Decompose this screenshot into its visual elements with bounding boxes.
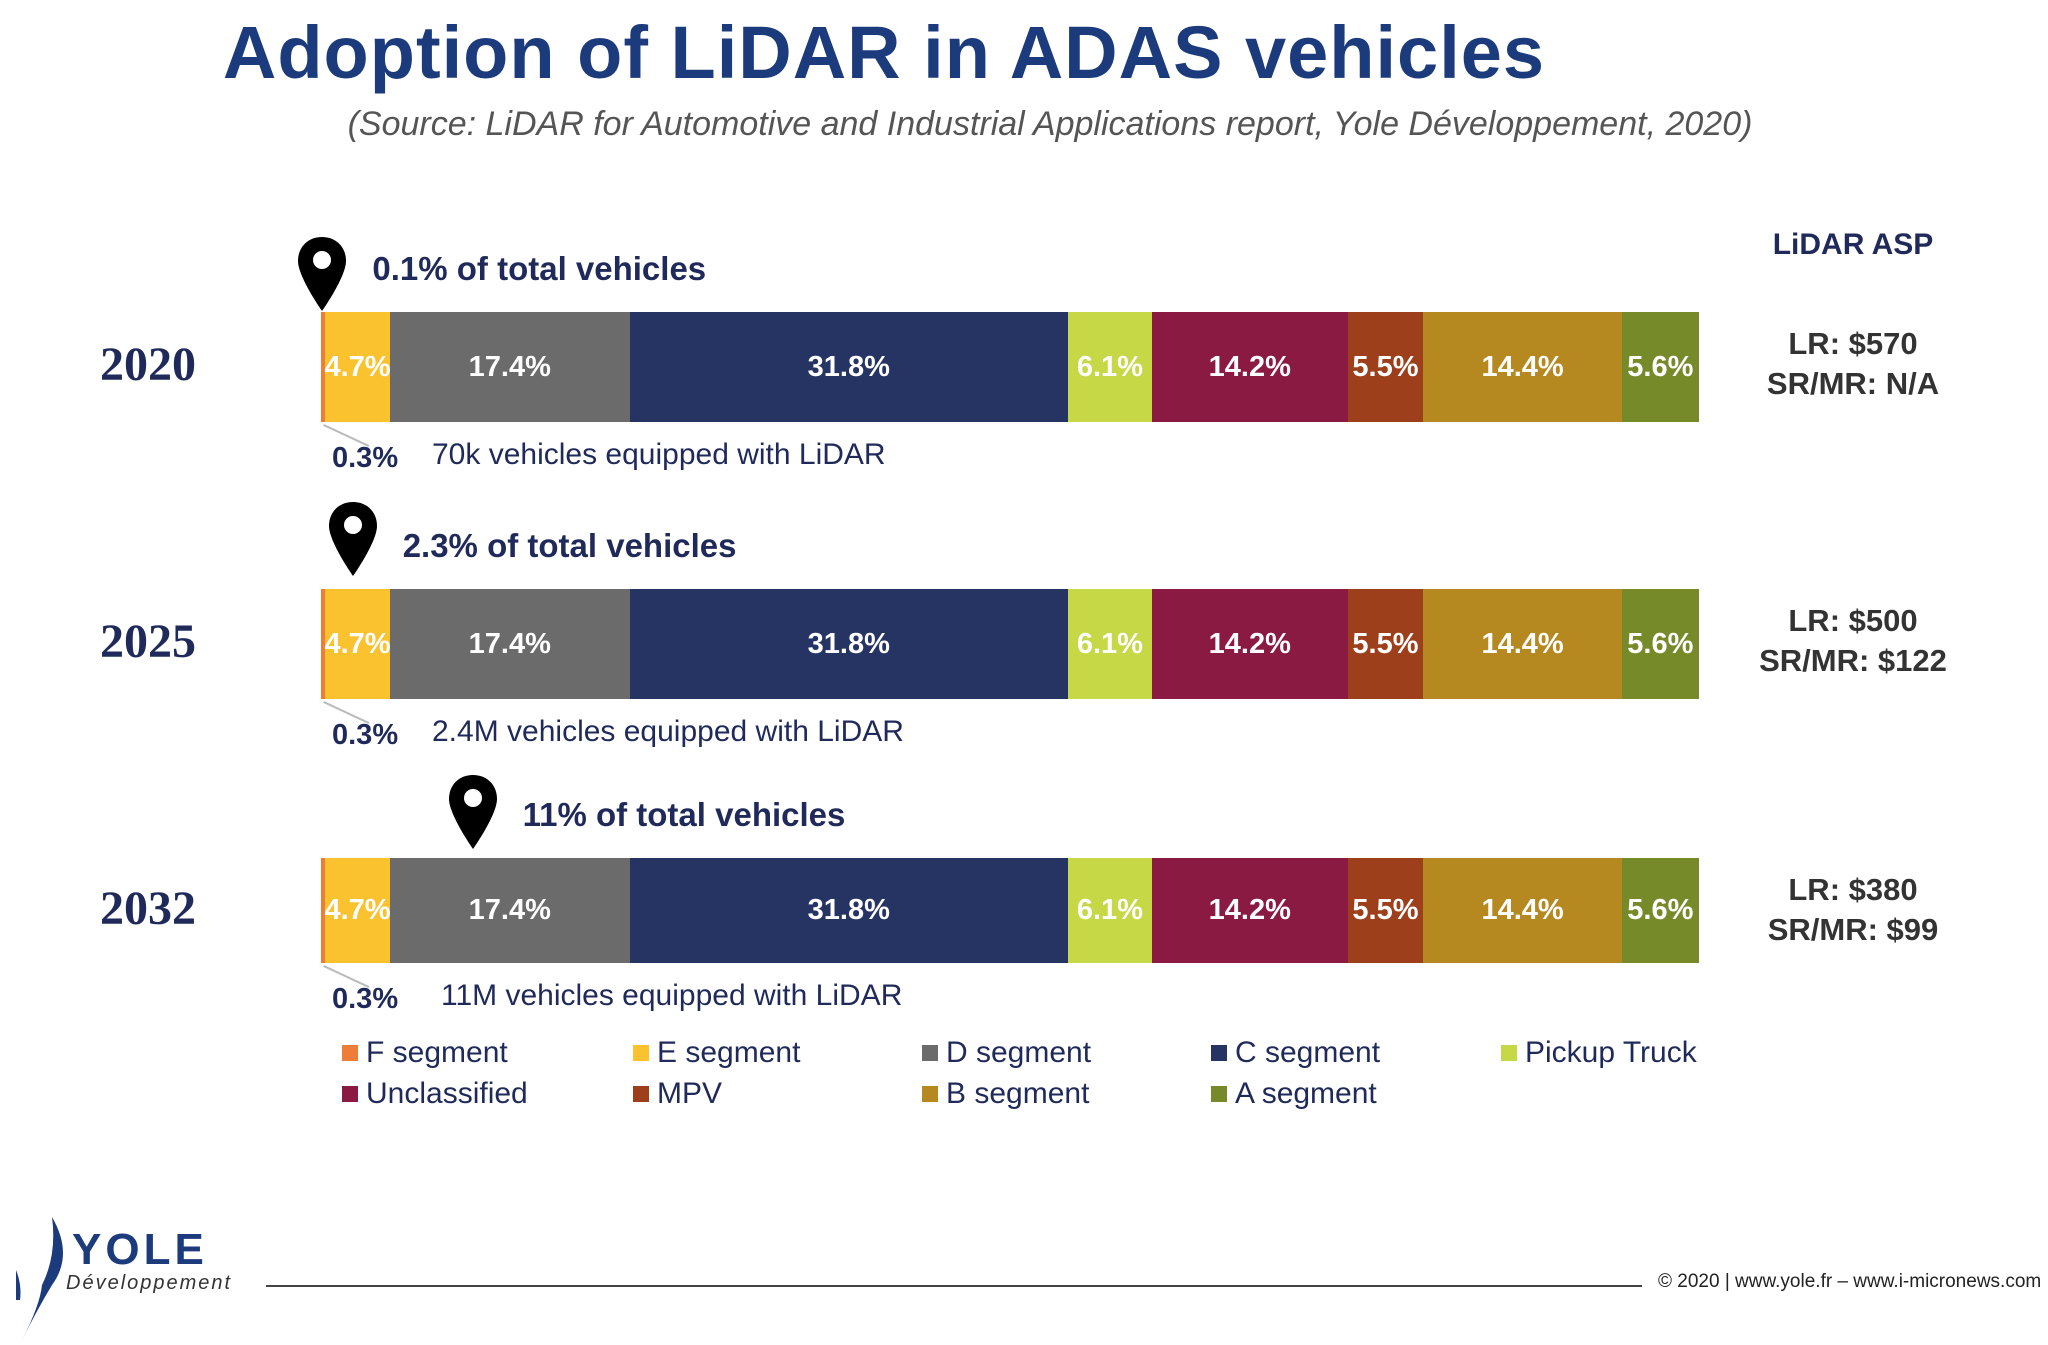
legend-item: E segment	[633, 1036, 800, 1070]
bar-segment-e-segment: 4.7%	[324, 312, 391, 422]
bar-segment-a-segment: 5.6%	[1621, 589, 1699, 699]
bar-segment-unclassified: 14.2%	[1151, 858, 1348, 963]
location-pin-icon	[296, 235, 348, 318]
bar-segment-d-segment: 17.4%	[389, 858, 630, 963]
bar-segment-e-segment: 4.7%	[324, 589, 391, 699]
footer-divider	[266, 1285, 1642, 1287]
legend-item: A segment	[1211, 1077, 1377, 1111]
chart-subtitle: (Source: LiDAR for Automotive and Indust…	[347, 105, 1753, 143]
bar-segment-b-segment: 14.4%	[1423, 589, 1622, 699]
legend-item: F segment	[342, 1036, 508, 1070]
legend-label: F segment	[366, 1036, 508, 1069]
bar-segment-a-segment: 5.6%	[1621, 858, 1699, 963]
bar-segment-pickup-truck: 6.1%	[1067, 312, 1152, 422]
legend-label: D segment	[946, 1036, 1092, 1069]
legend-label: Unclassified	[366, 1077, 528, 1110]
vehicles-note: 11M vehicles equipped with LiDAR	[441, 979, 903, 1012]
asp-srmr: SR/MR: $99	[1767, 912, 1939, 947]
logo-swoosh-icon	[16, 1217, 63, 1340]
legend-label: E segment	[657, 1036, 801, 1069]
asp-title: LiDAR ASP	[1772, 228, 1934, 261]
legend-swatch	[342, 1045, 358, 1061]
bar-segment-pickup-truck: 6.1%	[1067, 858, 1152, 963]
location-pin-icon	[447, 773, 499, 856]
legend-item: MPV	[633, 1077, 722, 1111]
bar-segment-c-segment: 31.8%	[629, 858, 1068, 963]
year-label: 2020	[100, 338, 196, 391]
legend-swatch	[1211, 1086, 1227, 1102]
legend-swatch	[1211, 1045, 1227, 1061]
f-segment-label: 0.3%	[332, 983, 399, 1015]
bar-segment-unclassified: 14.2%	[1151, 312, 1348, 422]
asp-lr: LR: $500	[1788, 603, 1918, 638]
vehicles-note: 2.4M vehicles equipped with LiDAR	[432, 715, 904, 748]
pin-label: 2.3% of total vehicles	[402, 527, 737, 564]
logo-subtext: Développement	[66, 1272, 233, 1294]
bar-segment-c-segment: 31.8%	[629, 589, 1068, 699]
bar-segment-c-segment: 31.8%	[629, 312, 1068, 422]
legend-label: Pickup Truck	[1525, 1036, 1697, 1069]
f-segment-label: 0.3%	[332, 442, 399, 474]
bar-segment-e-segment: 4.7%	[324, 858, 391, 963]
bar-segment-mpv: 5.5%	[1347, 589, 1424, 699]
legend-swatch	[633, 1045, 649, 1061]
stacked-bar: 4.7% 17.4% 31.8% 6.1% 14.2% 5.5% 14.4% 5.6%	[321, 589, 1699, 699]
copyright: © 2020 | www.yole.fr – www.i-micronews.c…	[1658, 1271, 2042, 1292]
bar-segment-d-segment: 17.4%	[389, 589, 630, 699]
stacked-bar: 4.7% 17.4% 31.8% 6.1% 14.2% 5.5% 14.4% 5.6%	[321, 312, 1699, 422]
pin-label: 0.1% of total vehicles	[372, 250, 707, 287]
legend-item: B segment	[922, 1077, 1089, 1111]
bar-segment-pickup-truck: 6.1%	[1067, 589, 1152, 699]
vehicles-note: 70k vehicles equipped with LiDAR	[432, 438, 886, 471]
legend-swatch	[633, 1086, 649, 1102]
bar-segment-a-segment: 5.6%	[1621, 312, 1699, 422]
legend-item: D segment	[922, 1036, 1091, 1070]
bar-segment-f-segment	[321, 589, 326, 699]
bar-segment-mpv: 5.5%	[1347, 312, 1424, 422]
legend-label: B segment	[946, 1077, 1090, 1110]
year-label: 2025	[100, 615, 196, 668]
asp-srmr: SR/MR: $122	[1759, 643, 1947, 678]
stacked-bar: 4.7% 17.4% 31.8% 6.1% 14.2% 5.5% 14.4% 5.6%	[321, 858, 1699, 963]
bar-segment-b-segment: 14.4%	[1423, 858, 1622, 963]
legend-item: Pickup Truck	[1501, 1036, 1697, 1070]
yole-logo: YOLE	[16, 1217, 208, 1340]
bar-segment-mpv: 5.5%	[1347, 858, 1424, 963]
bar-segment-d-segment: 17.4%	[389, 312, 630, 422]
legend-item: Unclassified	[342, 1077, 528, 1111]
bar-segment-f-segment	[321, 858, 326, 963]
legend-swatch	[342, 1086, 358, 1102]
legend-label: A segment	[1235, 1077, 1377, 1110]
legend-item: C segment	[1211, 1036, 1380, 1070]
legend-label: MPV	[657, 1077, 723, 1110]
location-pin-icon	[327, 500, 379, 583]
legend-label: C segment	[1235, 1036, 1381, 1069]
logo-text: YOLE	[72, 1225, 208, 1274]
pin-label: 11% of total vehicles	[522, 796, 846, 833]
asp-lr: LR: $570	[1788, 326, 1918, 361]
legend-swatch	[922, 1045, 938, 1061]
asp-lr: LR: $380	[1788, 872, 1918, 907]
f-segment-label: 0.3%	[332, 719, 399, 751]
bar-segment-unclassified: 14.2%	[1151, 589, 1348, 699]
legend-swatch	[1501, 1045, 1517, 1061]
year-label: 2032	[100, 881, 196, 935]
legend-swatch	[922, 1086, 938, 1102]
asp-srmr: SR/MR: N/A	[1766, 366, 1940, 401]
bar-segment-f-segment	[321, 312, 326, 422]
bar-segment-b-segment: 14.4%	[1423, 312, 1622, 422]
chart-title: Adoption of LiDAR in ADAS vehicles	[222, 11, 1546, 94]
